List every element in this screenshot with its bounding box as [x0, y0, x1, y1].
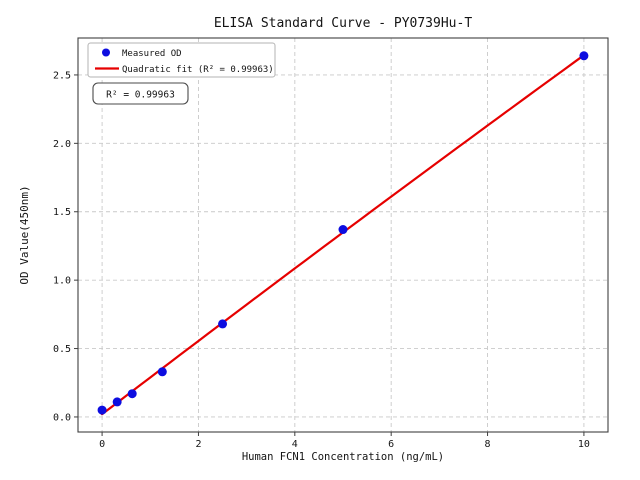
- y-axis-label: OD Value(450nm): [18, 185, 31, 284]
- legend: Measured OD Quadratic fit (R² = 0.99963): [87, 42, 276, 78]
- x-axis-label: Human FCN1 Concentration (ng/mL): [242, 451, 444, 463]
- data-point: [338, 225, 348, 235]
- data-point: [112, 397, 122, 407]
- x-tick-label: 10: [578, 439, 590, 450]
- legend-label-measured-od: Measured OD: [122, 49, 182, 59]
- y-tick-label: 1.5: [53, 207, 71, 218]
- data-point: [218, 319, 228, 329]
- legend-box: [87, 42, 276, 78]
- r-squared-annotation: R² = 0.99963: [92, 82, 189, 105]
- data-point: [157, 367, 167, 377]
- data-point: [579, 51, 589, 61]
- legend-label-quadratic-fit: Quadratic fit (R² = 0.99963): [122, 65, 274, 75]
- y-tick-label: 2.5: [53, 70, 71, 81]
- r-squared-box: [92, 82, 189, 105]
- r-squared-text: R² = 0.99963: [106, 90, 175, 101]
- y-tick-label: 0.0: [53, 412, 71, 423]
- x-tick-label: 8: [485, 439, 491, 450]
- y-tick-label: 2.0: [53, 139, 71, 150]
- y-tick-label: 0.5: [53, 344, 71, 355]
- y-tick-label: 1.0: [53, 276, 71, 287]
- measured-points: [97, 51, 589, 415]
- axis-ticks: 0 2 4 6 8 10 0.0 0.5 1.0 1.5 2.0 2.5: [53, 70, 590, 450]
- legend-marker-measured-od: [102, 48, 110, 57]
- x-tick-label: 2: [195, 439, 201, 450]
- x-tick-label: 6: [388, 439, 394, 450]
- plot-border: [77, 37, 609, 433]
- data-point: [127, 389, 137, 399]
- chart-title: ELISA Standard Curve - PY0739Hu-T: [214, 16, 472, 31]
- x-tick-label: 0: [99, 439, 105, 450]
- x-tick-label: 4: [292, 439, 298, 450]
- data-point: [97, 405, 107, 415]
